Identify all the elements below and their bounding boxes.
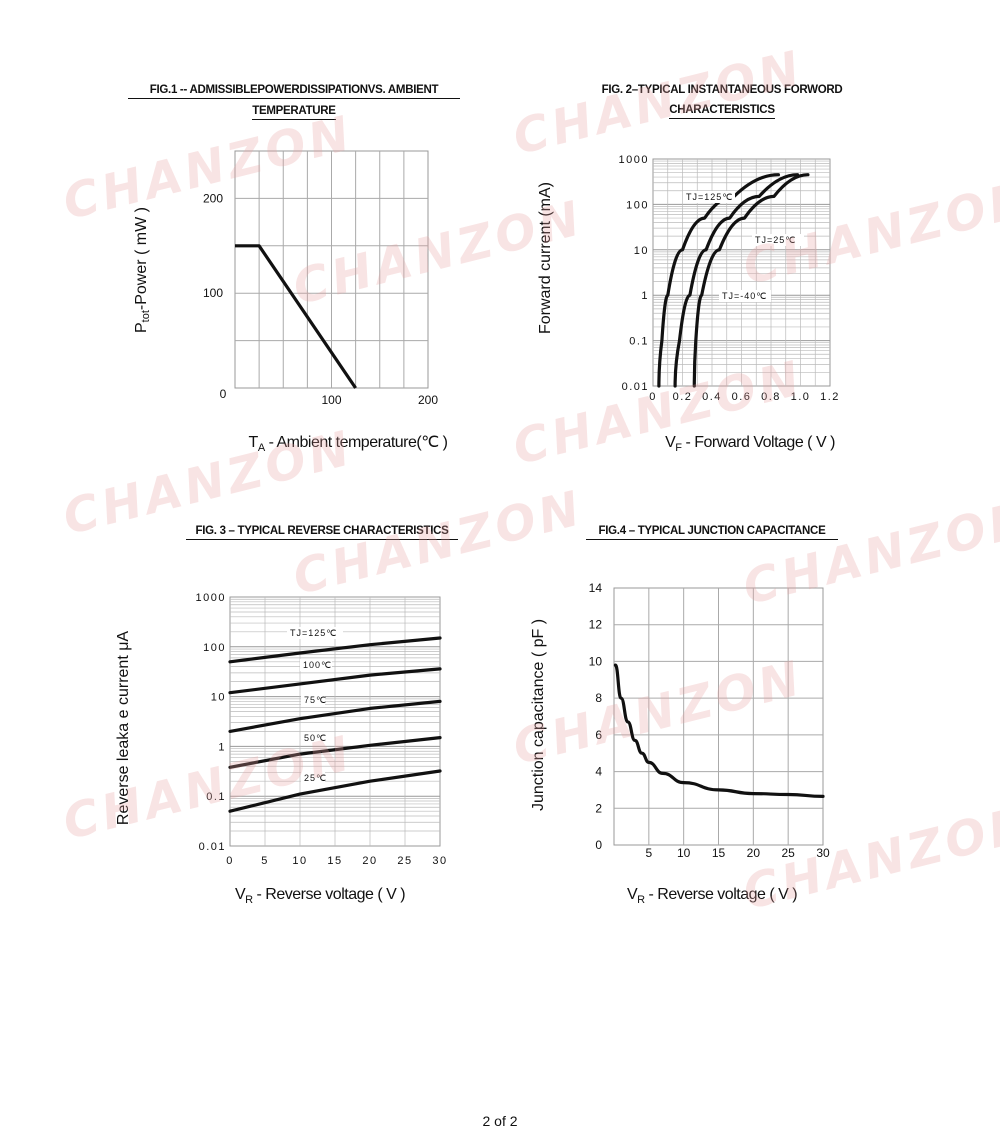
fig4-y-tick: 4 [595, 765, 602, 779]
fig4-title: FIG.4 – TYPICAL JUNCTION CAPACITANCE [586, 525, 838, 540]
fig3-curve-label-bg [301, 694, 325, 706]
fig3-series-line [228, 667, 442, 695]
fig2-ylabel: Forward current (mA) [537, 182, 554, 334]
fig1-y-tick: 100 [203, 286, 223, 300]
fig2-title-line2: CHARACTERISTICS [669, 104, 775, 119]
fig3-x-tick: 5 [261, 855, 269, 867]
fig1-title-line1: FIG.1 -- ADMISSIBLEPOWERDISSIPATIONVS. A… [128, 84, 460, 99]
fig2-curve-label: TJ=125℃ [686, 192, 733, 202]
fig4-ylabel: Junction capacitance ( pF ) [530, 619, 547, 811]
fig3-xlabel: VR - Reverse voltage ( V ) [235, 886, 405, 906]
fig3-x-tick: 20 [362, 855, 377, 867]
fig2-title: FIG. 2–TYPICAL INSTANTANEOUS FORWORD CHA… [586, 84, 858, 119]
fig2-x-tick: 1.2 [820, 391, 840, 403]
fig1-xlabel: TA - Ambient temperature(℃ ) [249, 434, 448, 454]
fig2-curve-label-bg [752, 234, 804, 246]
fig4-xlabel: VR - Reverse voltage ( V ) [627, 886, 797, 906]
fig3-x-tick: 25 [397, 855, 412, 867]
fig4-x-tick: 15 [712, 846, 726, 860]
fig2-y-tick: 0.1 [629, 336, 649, 348]
fig4-x-tick: 30 [816, 846, 830, 860]
fig3-title-line1: FIG. 3 – TYPICAL REVERSE CHARACTERISTICS [186, 525, 458, 540]
fig4-y-tick: 14 [589, 581, 603, 595]
fig1-y-tick: 200 [203, 191, 223, 205]
fig2-y-tick: 1 [641, 290, 649, 302]
fig3-x-tick: 0 [226, 855, 234, 867]
fig2-x-tick: 0.8 [761, 391, 781, 403]
fig4-y-tick: 10 [589, 654, 603, 668]
fig2-curve-label: TJ=25℃ [755, 235, 796, 245]
fig4-title-line1: FIG.4 – TYPICAL JUNCTION CAPACITANCE [586, 525, 838, 540]
fig4-y-tick: 8 [595, 691, 602, 705]
fig3-series-line [228, 736, 442, 769]
fig4-y-tick: 2 [595, 801, 602, 815]
fig1-x-tick: 100 [321, 393, 341, 407]
fig4-x-tick: 5 [645, 846, 652, 860]
fig2-y-tick: 10 [634, 245, 649, 257]
fig3-curve-label-bg [301, 772, 325, 784]
fig4-y-tick: 12 [589, 618, 603, 632]
fig3-y-tick: 1000 [196, 592, 226, 604]
fig2-x-tick: 0.4 [702, 391, 722, 403]
fig3-curve-label-bg [300, 659, 332, 671]
fig3-curve-label: 75℃ [304, 695, 327, 705]
fig2-series-line [673, 173, 800, 388]
fig3-y-tick: 0.1 [206, 791, 226, 803]
fig3-x-tick: 30 [432, 855, 447, 867]
fig2-x-tick: 0.2 [673, 391, 693, 403]
fig1-x-tick: 0 [220, 387, 227, 401]
fig4-y-tick: 6 [595, 728, 602, 742]
fig4-x-tick: 25 [781, 846, 795, 860]
fig2-curve-label-bg [719, 290, 771, 302]
fig3-ylabel: Reverse leaka e current μA [115, 631, 132, 826]
fig3-curve-label-bg [287, 627, 343, 639]
fig3-curve-label: 100℃ [303, 660, 332, 670]
fig1-ylabel: Ptot-Power ( mW ) [133, 207, 152, 333]
fig4-x-tick: 20 [747, 846, 761, 860]
fig3-curve-label: 25℃ [304, 773, 327, 783]
fig3-series-line [228, 699, 442, 733]
fig3-curve-label-bg [301, 732, 325, 744]
fig3-x-tick: 10 [292, 855, 307, 867]
fig4-y-tick: 0 [595, 838, 602, 852]
page-number: 2 of 2 [482, 1113, 518, 1129]
fig2-series-line [692, 173, 810, 388]
fig2-y-tick: 100 [626, 199, 649, 211]
fig3-series-line [228, 769, 442, 813]
fig2-curve-label: TJ=-40℃ [722, 291, 767, 301]
fig4-x-tick: 10 [677, 846, 691, 860]
fig2-curve-label-bg [683, 191, 735, 203]
fig2-x-tick: 1.0 [791, 391, 811, 403]
fig3-series-line [228, 636, 442, 664]
fig3-y-tick: 0.01 [199, 841, 226, 853]
fig2-title-line1: FIG. 2–TYPICAL INSTANTANEOUS FORWORD [601, 84, 843, 96]
fig2-y-tick: 0.01 [622, 381, 649, 393]
fig2-x-tick: 0 [649, 391, 657, 403]
fig3-curve-label: TJ=125℃ [290, 628, 337, 638]
fig3-x-tick: 15 [327, 855, 342, 867]
fig1-x-tick: 200 [418, 393, 438, 407]
fig3-y-tick: 10 [211, 692, 226, 704]
fig1-title: FIG.1 -- ADMISSIBLEPOWERDISSIPATIONVS. A… [128, 84, 460, 120]
fig4-series-line [613, 663, 825, 798]
fig2-xlabel: VF - Forward Voltage ( V ) [665, 434, 835, 454]
fig3-y-tick: 1 [218, 741, 226, 753]
fig1-series-line [235, 244, 357, 389]
fig1-title-line2: TEMPERATURE [252, 105, 336, 120]
fig3-y-tick: 100 [203, 642, 226, 654]
fig3-curve-label: 50℃ [304, 733, 327, 743]
fig3-title: FIG. 3 – TYPICAL REVERSE CHARACTERISTICS [186, 525, 458, 540]
fig2-y-tick: 1000 [619, 154, 649, 166]
fig2-x-tick: 0.6 [732, 391, 752, 403]
